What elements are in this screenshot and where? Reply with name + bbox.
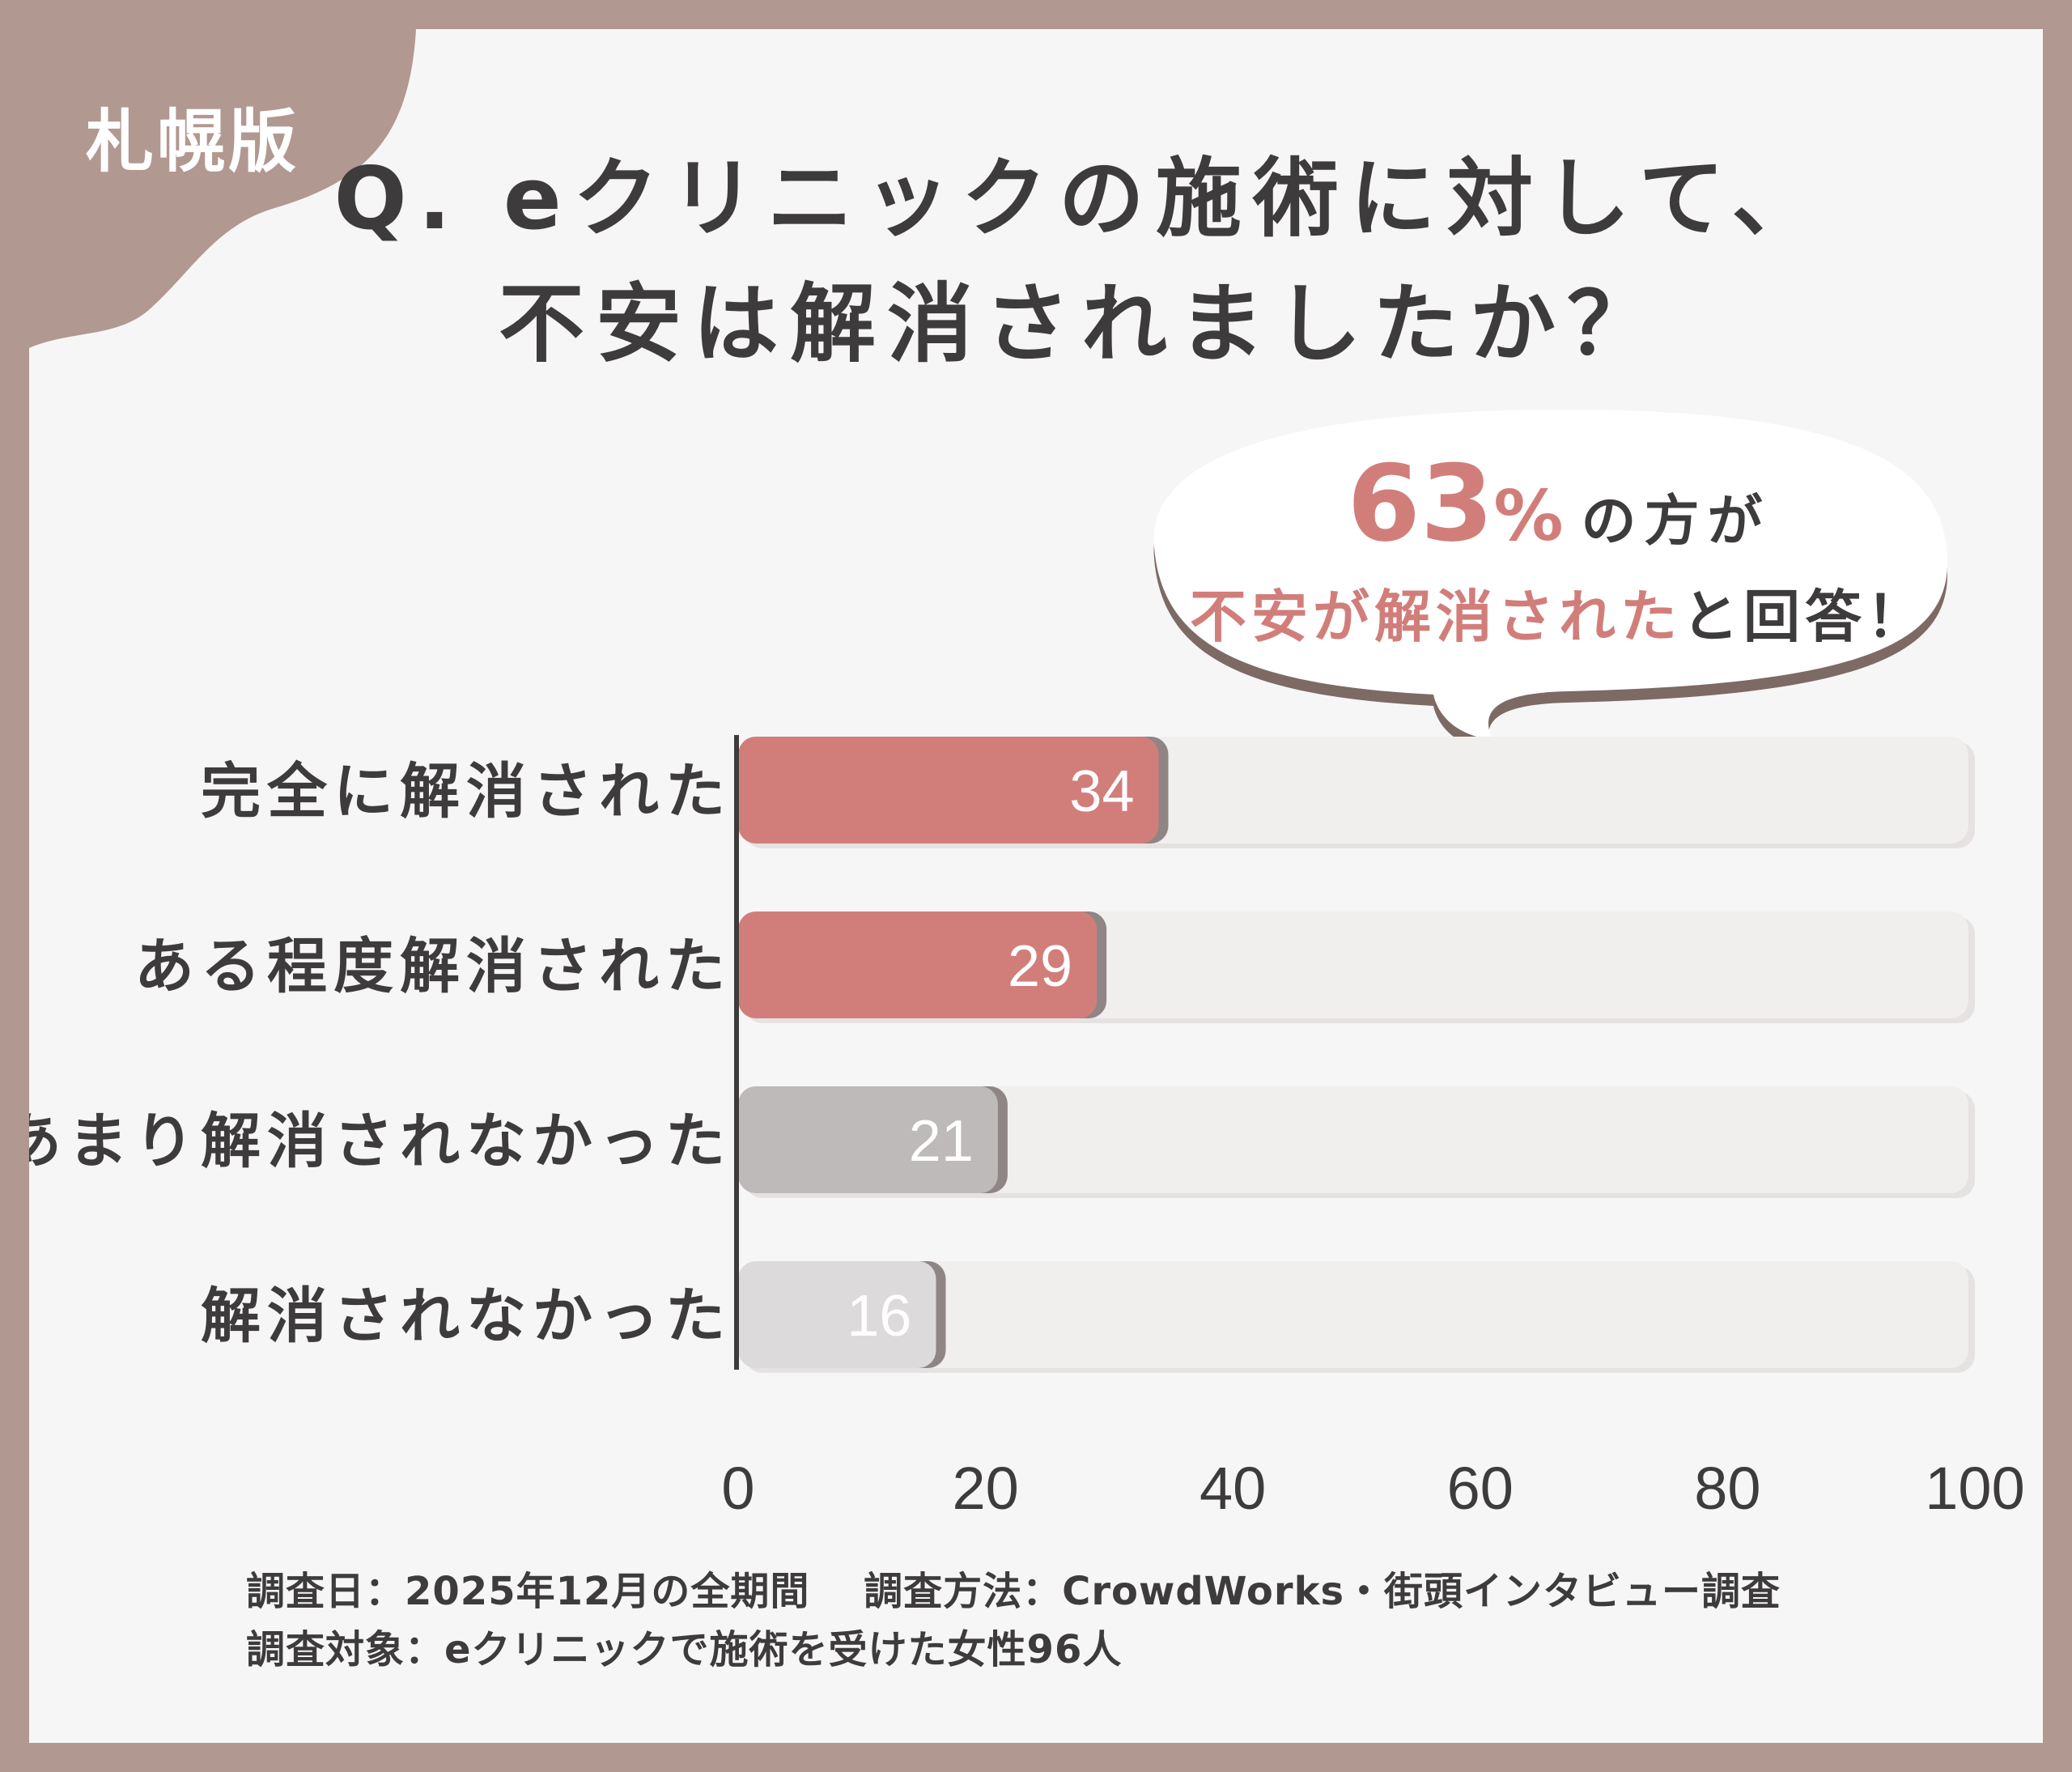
- callout-line2: 不安が解消されたと回答！: [1154, 572, 1964, 653]
- callout-percent: 63: [1347, 442, 1494, 565]
- callout-rest: と回答！: [1682, 584, 1928, 650]
- category-label: ある程度解消された: [134, 932, 732, 1001]
- bar: [738, 911, 1098, 1018]
- x-tick-label: 40: [1199, 1455, 1266, 1522]
- x-tick-label: 0: [721, 1455, 754, 1522]
- y-axis-line: [734, 735, 739, 1370]
- bar: [738, 1261, 936, 1368]
- corner-banner: [29, 29, 416, 348]
- category-label: 完全に解消された: [201, 757, 732, 827]
- speech-bubble: [1153, 410, 1947, 751]
- bar: [738, 1086, 998, 1193]
- x-tick-label: 60: [1447, 1455, 1514, 1522]
- bar-value-label: 34: [1069, 759, 1134, 824]
- x-tick-label: 100: [1925, 1455, 2024, 1522]
- callout-suffix: の方が: [1581, 490, 1771, 554]
- bar-track: [738, 1261, 1968, 1368]
- bar-value-label: 16: [847, 1284, 911, 1349]
- category-label: 解消されなかった: [201, 1281, 732, 1351]
- footnote-line2: 調査対象：eクリニックで施術を受けた女性96人: [246, 1627, 1123, 1672]
- category-label: あまり解消されなかった: [29, 1107, 732, 1176]
- bar-chart: 34 29 21 16 0 20 40 60 80 100: [721, 735, 2025, 1522]
- page-title-line1: Q. eクリニックの施術に対して、: [333, 149, 1829, 249]
- infographic-card: 札幌版 Q. eクリニックの施術に対して、 不安は解消されましたか？ 63% の方…: [29, 29, 2043, 1743]
- region-label: 札幌版: [86, 102, 300, 181]
- x-tick-label: 80: [1694, 1455, 1760, 1522]
- bar-value-label: 21: [909, 1109, 974, 1174]
- bar-value-label: 29: [1008, 934, 1072, 999]
- x-tick-label: 20: [952, 1455, 1018, 1522]
- callout-line1: 63% の方が: [1154, 442, 1964, 565]
- callout-percent-sign: %: [1493, 476, 1564, 557]
- footnote-line1: 調査日：2025年12月の全期間 調査方法：CrowdWorks・街頭インタビュ…: [246, 1569, 1781, 1614]
- bar: [738, 737, 1159, 844]
- page-title-line2: 不安は解消されましたか？: [499, 274, 1664, 374]
- bar-track: [738, 1086, 1968, 1193]
- callout-highlight: 不安が解消された: [1190, 584, 1682, 650]
